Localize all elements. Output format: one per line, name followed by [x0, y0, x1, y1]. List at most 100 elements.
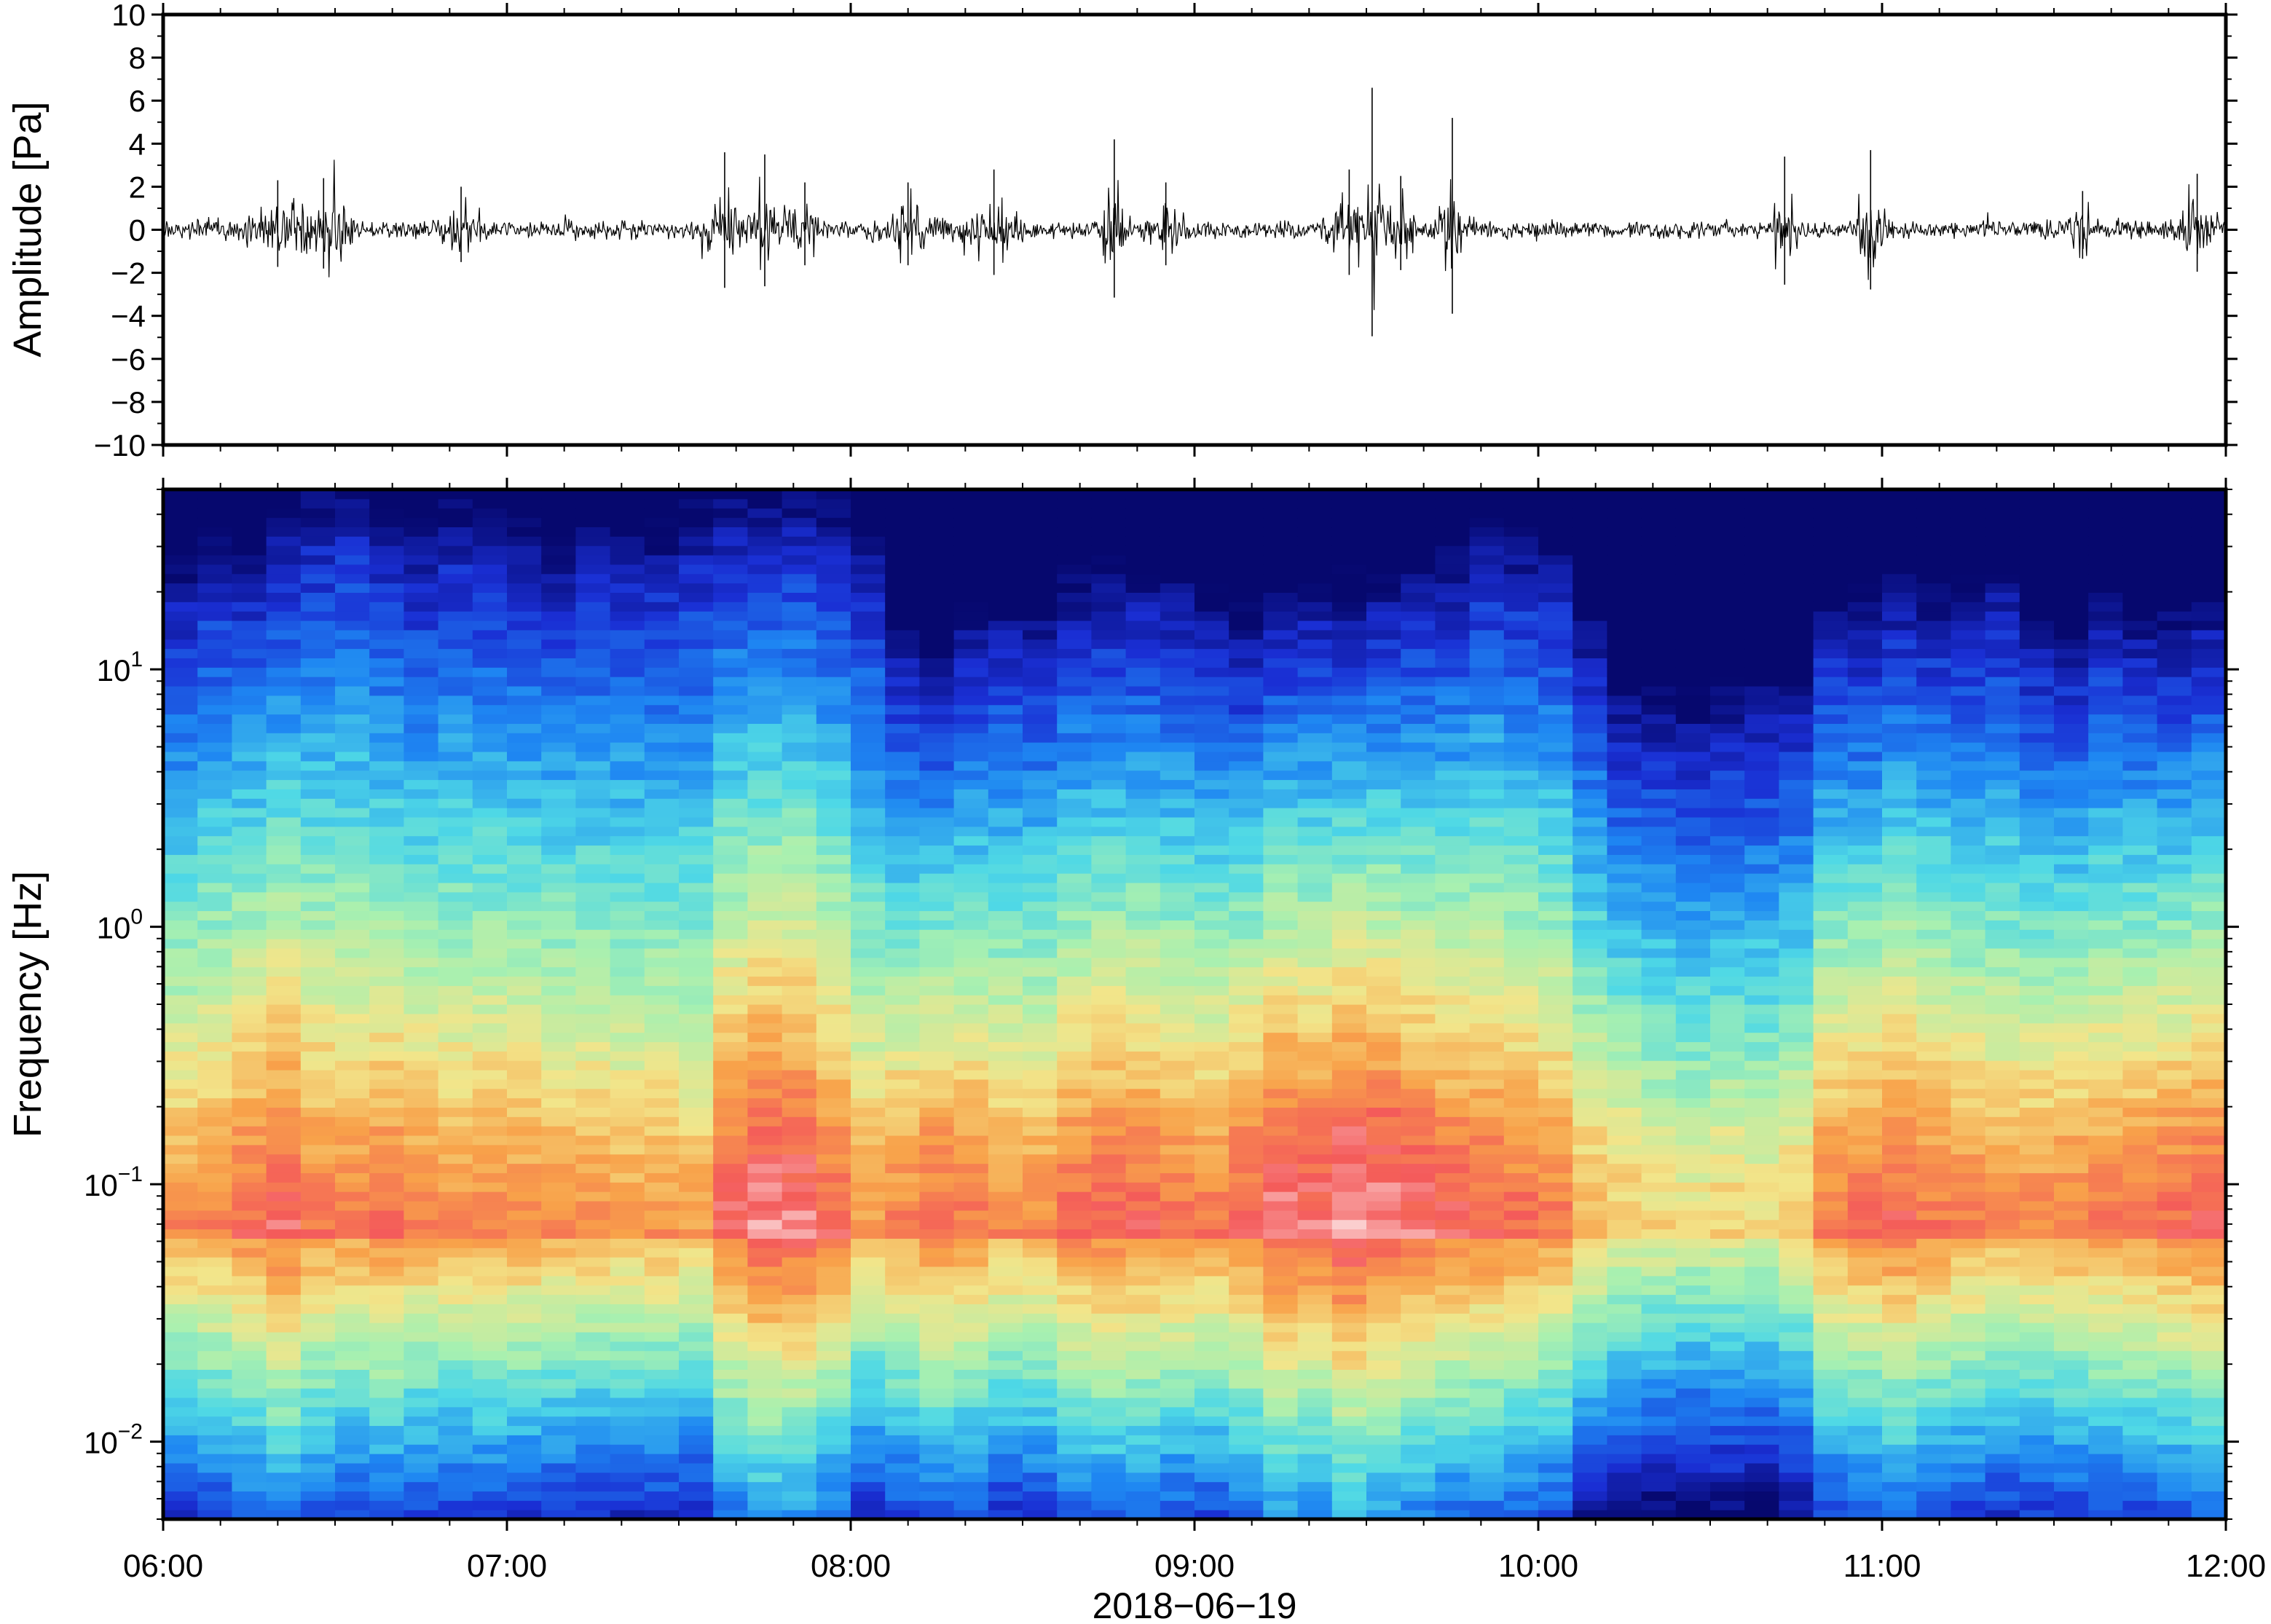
spectrogram-cell — [610, 966, 645, 977]
spectrogram-cell — [1401, 1341, 1436, 1352]
spectrogram-cell — [747, 1229, 783, 1239]
spectrogram-cell — [1057, 1107, 1092, 1117]
spectrogram-cell — [1297, 602, 1333, 612]
spectrogram-cell — [988, 527, 1023, 537]
spectrogram-cell — [747, 1313, 783, 1323]
spectrogram-cell — [541, 1041, 576, 1052]
spectrogram-cell — [1194, 1350, 1229, 1361]
spectrogram-cell — [1675, 779, 1711, 789]
spectrogram-cell — [782, 798, 817, 808]
spectrogram-cell — [713, 854, 748, 864]
spectrogram-cell — [438, 723, 473, 733]
spectrogram-cell — [782, 1229, 817, 1239]
spectrogram-cell — [1538, 957, 1573, 968]
spectrogram-cell — [404, 573, 439, 584]
spectrogram-cell — [885, 1154, 920, 1164]
spectrogram-cell — [1435, 527, 1471, 537]
spectrogram-cell — [1538, 554, 1573, 565]
spectrogram-cell — [1503, 1182, 1539, 1192]
spectrogram-cell — [541, 1247, 576, 1258]
spectrogram-cell — [472, 835, 508, 846]
spectrogram-cell — [713, 957, 748, 968]
spectrogram-cell — [1573, 1444, 1607, 1454]
spectrogram-cell — [163, 629, 198, 640]
spectrogram-cell — [232, 957, 267, 968]
spectrogram-cell — [747, 1331, 783, 1342]
spectrogram-cell — [953, 1247, 989, 1258]
spectrogram-cell — [885, 789, 920, 799]
spectrogram-cell — [507, 1444, 542, 1454]
spectrogram-cell — [472, 770, 508, 781]
spectrogram-cell — [1194, 695, 1229, 706]
spectrogram-cell — [782, 611, 817, 621]
spectrogram-cell — [1401, 1304, 1436, 1314]
spectrogram-cell — [919, 891, 955, 902]
spectrogram-cell — [919, 1462, 955, 1473]
spectrogram-cell — [1607, 1257, 1642, 1267]
spectrogram-cell — [1331, 1191, 1367, 1202]
spectrogram-cell — [1125, 1032, 1161, 1043]
spectrogram-cell — [1194, 1454, 1229, 1464]
spectrogram-cell — [1023, 1088, 1058, 1099]
spectrogram-cell — [197, 1257, 232, 1267]
spectrogram-cell — [266, 714, 302, 724]
spectrogram-cell — [1401, 1331, 1436, 1342]
spectrogram-cell — [1160, 648, 1195, 658]
spectrogram-cell — [404, 845, 439, 855]
spectrogram-cell — [816, 1126, 851, 1136]
spectrogram-cell — [1503, 947, 1539, 958]
spectrogram-cell — [335, 1444, 370, 1454]
spectrogram-cell — [1469, 536, 1505, 546]
spectrogram-cell — [885, 1079, 920, 1089]
spectrogram-cell — [953, 1107, 989, 1117]
spectrogram-cell — [1091, 1510, 1127, 1520]
spectrogram-cell — [1023, 939, 1058, 949]
spectrogram-cell — [713, 985, 748, 996]
spectrogram-cell — [575, 816, 611, 827]
spectrogram-cell — [1125, 1004, 1161, 1014]
spectrogram-cell — [679, 808, 714, 818]
spectrogram-cell — [1023, 1051, 1058, 1061]
spectrogram-cell — [782, 1331, 817, 1342]
spectrogram-cell — [438, 1097, 473, 1108]
spectrogram-cell — [988, 1097, 1023, 1108]
spectrogram-cell — [1331, 1107, 1367, 1117]
spectrogram-cell — [816, 498, 851, 509]
spectrogram-cell — [885, 1004, 920, 1014]
spectrogram-cell — [644, 1304, 680, 1314]
spectrogram-cell — [1573, 1379, 1607, 1389]
spectrogram-cell — [644, 1013, 680, 1024]
spectrogram-cell — [575, 751, 611, 762]
spectrogram-cell — [197, 751, 232, 762]
spectrogram-cell — [163, 995, 198, 1005]
spectrogram-cell — [197, 1097, 232, 1108]
spectrogram-cell — [163, 1135, 198, 1146]
spectrogram-cell — [1538, 1163, 1573, 1173]
spectrogram-cell — [1469, 648, 1505, 658]
spectrogram-cell — [541, 554, 576, 565]
spectrogram-cell — [300, 1323, 336, 1333]
spectrogram-cell — [1503, 527, 1539, 537]
spectrogram-cell — [713, 939, 748, 949]
spectrogram-cell — [1331, 733, 1367, 743]
spectrogram-cell — [369, 602, 404, 612]
spectrogram-cell — [1675, 1500, 1711, 1510]
spectrogram-cell — [851, 957, 886, 968]
spectrogram-cell — [1641, 1097, 1677, 1108]
spectrogram-cell — [1057, 629, 1092, 640]
spectrogram-cell — [1023, 1238, 1058, 1248]
spectrogram-cell — [1573, 667, 1607, 677]
spectrogram-cell — [919, 901, 955, 912]
spectrogram-cell — [1091, 1079, 1127, 1089]
spectrogram-cell — [851, 489, 886, 500]
spectrogram-cell — [335, 1500, 370, 1510]
spectrogram-cell — [953, 611, 989, 621]
spectrogram-cell — [266, 564, 302, 575]
spectrogram-cell — [1194, 957, 1229, 968]
spectrogram-cell — [1125, 789, 1161, 799]
spectrogram-cell — [1503, 1107, 1539, 1117]
spectrogram-cell — [232, 1022, 267, 1033]
spectrogram-cell — [953, 947, 989, 958]
spectrogram-cell — [1229, 1500, 1264, 1510]
spectrogram-cell — [1229, 1154, 1264, 1164]
